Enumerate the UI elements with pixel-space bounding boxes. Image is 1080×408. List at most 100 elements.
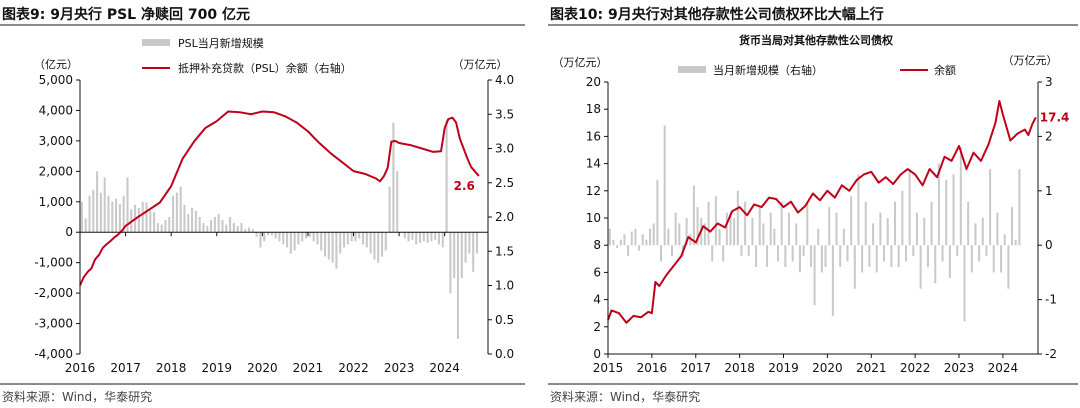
bar (346, 232, 349, 245)
x-tick-label: 2024 (429, 361, 460, 375)
bar (308, 232, 311, 237)
x-tick-label: 2017 (680, 361, 711, 375)
bar (164, 220, 167, 233)
bar (445, 119, 448, 233)
bar (795, 223, 798, 246)
bar (468, 232, 471, 254)
bottom-rule (548, 383, 1078, 385)
bar (842, 228, 845, 246)
bar (872, 223, 875, 246)
x-tick-label: 2016 (65, 361, 96, 375)
bar (282, 232, 285, 245)
bar (915, 212, 918, 246)
bar (886, 218, 889, 246)
bar (88, 195, 91, 233)
bar (267, 232, 270, 236)
bar (156, 223, 159, 233)
bar (202, 223, 205, 233)
bar (422, 232, 425, 242)
bar (831, 245, 834, 316)
bar (670, 245, 673, 257)
x-tick-label: 2024 (988, 361, 1019, 375)
bar (652, 223, 655, 246)
bar (656, 179, 659, 246)
bar (703, 223, 706, 246)
bar (707, 201, 710, 246)
bar (327, 232, 330, 260)
bar (952, 174, 955, 246)
bar (278, 232, 281, 242)
bar (107, 195, 110, 233)
left-tick-label: 4 (593, 293, 601, 307)
bar (627, 245, 630, 257)
bar (335, 232, 338, 269)
right-tick-label: 2 (1045, 129, 1053, 143)
bar (456, 232, 460, 339)
bar (608, 228, 611, 246)
x-tick-label: 2019 (201, 361, 232, 375)
right-tick-label: 3 (1045, 75, 1053, 89)
bar (437, 232, 441, 245)
bar (937, 163, 940, 246)
bar (229, 217, 232, 233)
bar (974, 223, 977, 246)
source-note: 资料来源：Wind，华泰研究 (2, 390, 153, 404)
bar (453, 232, 456, 278)
balance-line (79, 110, 480, 286)
bar (396, 171, 399, 233)
bar (293, 232, 296, 251)
bar (736, 190, 739, 246)
bar (270, 232, 273, 236)
bar (240, 223, 243, 233)
x-tick-label: 2018 (156, 361, 187, 375)
bar (232, 223, 235, 233)
legend-bar-label: PSL当月新增规模 (178, 36, 264, 50)
x-tick-label: 2021 (293, 361, 324, 375)
right-axis-unit: （万亿元） (453, 58, 508, 71)
bar (312, 232, 315, 242)
bar (80, 201, 83, 233)
bar (118, 203, 121, 233)
left-axis-unit: （亿元） (34, 58, 78, 71)
left-tick-label: 16 (586, 129, 601, 143)
bar (339, 232, 342, 254)
bar (948, 245, 951, 278)
psl-chart: （亿元） （万亿元） PSL当月新增规模 抵押补充贷款（PSL）余额（右轴） -… (34, 36, 514, 375)
bar (908, 169, 911, 246)
figure-title: 图表9: 9月央行 PSL 净赎回 700 亿元 (2, 7, 250, 23)
bar (879, 212, 882, 246)
right-tick-label: 0.5 (495, 313, 514, 327)
bar (864, 201, 867, 246)
right-tick-label: 1 (1045, 184, 1053, 198)
bar (868, 245, 871, 267)
left-tick-label: 0 (593, 347, 601, 361)
bar (758, 207, 761, 246)
bar (824, 245, 827, 267)
bar (475, 232, 479, 254)
bar (992, 245, 995, 273)
bar (985, 245, 988, 257)
claims-chart: 货币当局对其他存款性公司债权 （万亿元） （万亿元） 当月新增规模（右轴） 余额… (553, 33, 1070, 375)
x-tick-label: 2022 (338, 361, 369, 375)
bar (989, 169, 992, 246)
left-tick-label: 12 (586, 184, 601, 198)
bar (733, 218, 736, 246)
bar (806, 201, 809, 246)
bar (191, 207, 194, 233)
bar (198, 217, 201, 233)
bar (1011, 207, 1014, 246)
right-tick-label: 1.5 (495, 244, 514, 258)
left-tick-label: 3,000 (39, 134, 73, 148)
x-tick-label: 2022 (900, 361, 931, 375)
bar (941, 245, 944, 262)
bar (365, 232, 368, 248)
bar (1003, 234, 1006, 246)
bar (187, 213, 190, 233)
left-tick-label: -3,000 (34, 317, 73, 331)
legend: 当月新增规模（右轴） 余额 (678, 63, 956, 77)
left-tick-label: 14 (586, 157, 601, 171)
bar (301, 232, 304, 242)
figure-title: 图表10: 9月央行对其他存款性公司债权环比大幅上行 (550, 7, 884, 23)
bar (978, 245, 981, 262)
bar (645, 239, 648, 246)
